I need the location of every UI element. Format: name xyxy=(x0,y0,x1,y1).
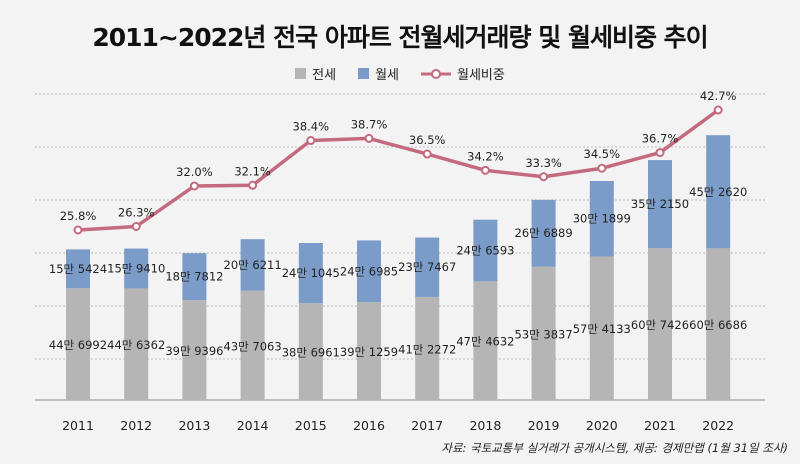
bar-wolse xyxy=(473,219,498,282)
bar-jeonse xyxy=(415,296,440,400)
line-point xyxy=(248,180,258,190)
data-label-jeonse: 44만 6992 xyxy=(49,338,107,352)
line-point xyxy=(713,105,723,115)
bar-jeonse xyxy=(706,248,731,400)
data-label-wolse: 30만 1899 xyxy=(573,212,631,226)
data-label-jeonse: 60만 7426 xyxy=(631,318,689,332)
line-point xyxy=(422,149,432,159)
x-tick-label: 2020 xyxy=(586,418,618,433)
bar-wolse xyxy=(124,248,149,289)
data-label-wolse: 24만 1045 xyxy=(282,266,340,280)
legend-swatch xyxy=(295,68,307,79)
data-label-wolse: 23만 7467 xyxy=(398,260,456,274)
x-tick-label: 2017 xyxy=(411,418,443,433)
data-label-ratio: 38.4% xyxy=(293,120,330,134)
x-tick-label: 2018 xyxy=(469,418,501,433)
x-tick-label: 2021 xyxy=(644,418,676,433)
legend-line-marker xyxy=(421,68,451,79)
legend-item-wolse: 월세 xyxy=(358,64,399,83)
data-label-ratio: 36.5% xyxy=(409,133,446,147)
line-ratio xyxy=(77,108,720,232)
data-label-wolse: 20만 6211 xyxy=(224,258,282,272)
bar-wolse xyxy=(66,249,90,289)
legend-label: 월세비중 xyxy=(457,68,505,83)
data-label-ratio: 42.7% xyxy=(700,89,737,103)
legend-label: 전세 xyxy=(312,68,337,83)
data-label-jeonse: 39만 1259 xyxy=(340,345,398,359)
line-point xyxy=(189,181,199,191)
bar-jeonse xyxy=(357,302,381,400)
bar-jeonse xyxy=(531,266,556,400)
line-point xyxy=(364,133,374,143)
data-label-ratio: 34.2% xyxy=(467,149,504,163)
bar-jeonse xyxy=(298,303,323,400)
data-label-ratio: 33.3% xyxy=(525,156,562,170)
data-label-wolse: 24만 6593 xyxy=(456,244,514,258)
data-label-jeonse: 44만 6362 xyxy=(107,338,165,352)
bar-wolse xyxy=(706,135,731,249)
line-point xyxy=(539,172,549,182)
bar-wolse xyxy=(298,242,323,304)
x-tick-label: 2011 xyxy=(62,418,94,433)
x-tick-label: 2019 xyxy=(528,418,560,433)
data-label-jeonse: 57만 4133 xyxy=(573,322,631,336)
data-label-ratio: 38.7% xyxy=(351,117,388,131)
data-label-ratio: 25.8% xyxy=(60,209,97,223)
data-label-ratio: 36.7% xyxy=(642,132,679,146)
data-label-ratio: 32.0% xyxy=(176,165,213,179)
data-label-wolse: 35만 2150 xyxy=(631,197,689,211)
bar-jeonse xyxy=(648,248,672,400)
data-label-jeonse: 43만 7063 xyxy=(224,339,282,353)
line-point xyxy=(597,163,607,173)
bar-wolse xyxy=(531,199,556,267)
x-tick-label: 2015 xyxy=(295,418,327,433)
x-tick-label: 2012 xyxy=(120,418,152,433)
bar-jeonse xyxy=(124,288,149,400)
data-label-jeonse: 41만 2272 xyxy=(398,342,456,356)
chart-title: 2011~2022년 전국 아파트 전월세거래량 및 월세비중 추이 xyxy=(92,23,708,52)
legend-swatch xyxy=(358,68,370,79)
bar-wolse xyxy=(240,239,265,291)
bar-wolse xyxy=(589,180,614,257)
legend: 전세 월세 월세비중 xyxy=(0,64,800,83)
data-label-jeonse: 38만 6961 xyxy=(282,346,340,360)
bar-jeonse xyxy=(240,290,265,400)
line-point xyxy=(480,165,490,175)
bar-wolse xyxy=(357,240,381,303)
source-note: 자료: 국토교통부 실거래가 공개시스템, 제공: 경제만랩 (1월 31일 조… xyxy=(441,441,788,455)
bar-wolse xyxy=(182,253,207,301)
x-tick-label: 2014 xyxy=(237,418,269,433)
legend-item-ratio: 월세비중 xyxy=(421,64,505,83)
x-tick-label: 2022 xyxy=(702,418,734,433)
line-point xyxy=(131,221,141,231)
bar-wolse xyxy=(415,237,440,297)
line-point xyxy=(655,148,665,158)
data-label-jeonse: 39만 9396 xyxy=(165,344,223,358)
data-label-wolse: 45만 2620 xyxy=(689,185,747,199)
bar-jeonse xyxy=(66,288,90,400)
line-point xyxy=(306,136,316,146)
data-label-wolse: 26만 6889 xyxy=(515,226,573,240)
data-label-wolse: 15만 5424 xyxy=(49,262,107,276)
data-label-ratio: 26.3% xyxy=(118,205,155,219)
data-label-jeonse: 53만 3837 xyxy=(515,327,573,341)
bar-jeonse xyxy=(182,300,207,400)
data-label-wolse: 15만 9410 xyxy=(107,261,165,275)
x-tick-label: 2016 xyxy=(353,418,385,433)
data-label-jeonse: 47만 4632 xyxy=(456,335,514,349)
bar-jeonse xyxy=(589,256,614,400)
line-point xyxy=(73,225,83,235)
data-label-wolse: 18만 7812 xyxy=(165,270,223,284)
bar-wolse xyxy=(648,160,672,249)
bar-jeonse xyxy=(473,281,498,400)
data-label-wolse: 24만 6985 xyxy=(340,264,398,278)
x-tick-label: 2013 xyxy=(178,418,210,433)
legend-item-jeonse: 전세 xyxy=(295,64,336,83)
data-label-ratio: 34.5% xyxy=(584,147,621,161)
data-label-ratio: 32.1% xyxy=(234,164,271,178)
data-label-jeonse: 60만 6686 xyxy=(689,318,747,332)
legend-label: 월세 xyxy=(375,68,399,83)
